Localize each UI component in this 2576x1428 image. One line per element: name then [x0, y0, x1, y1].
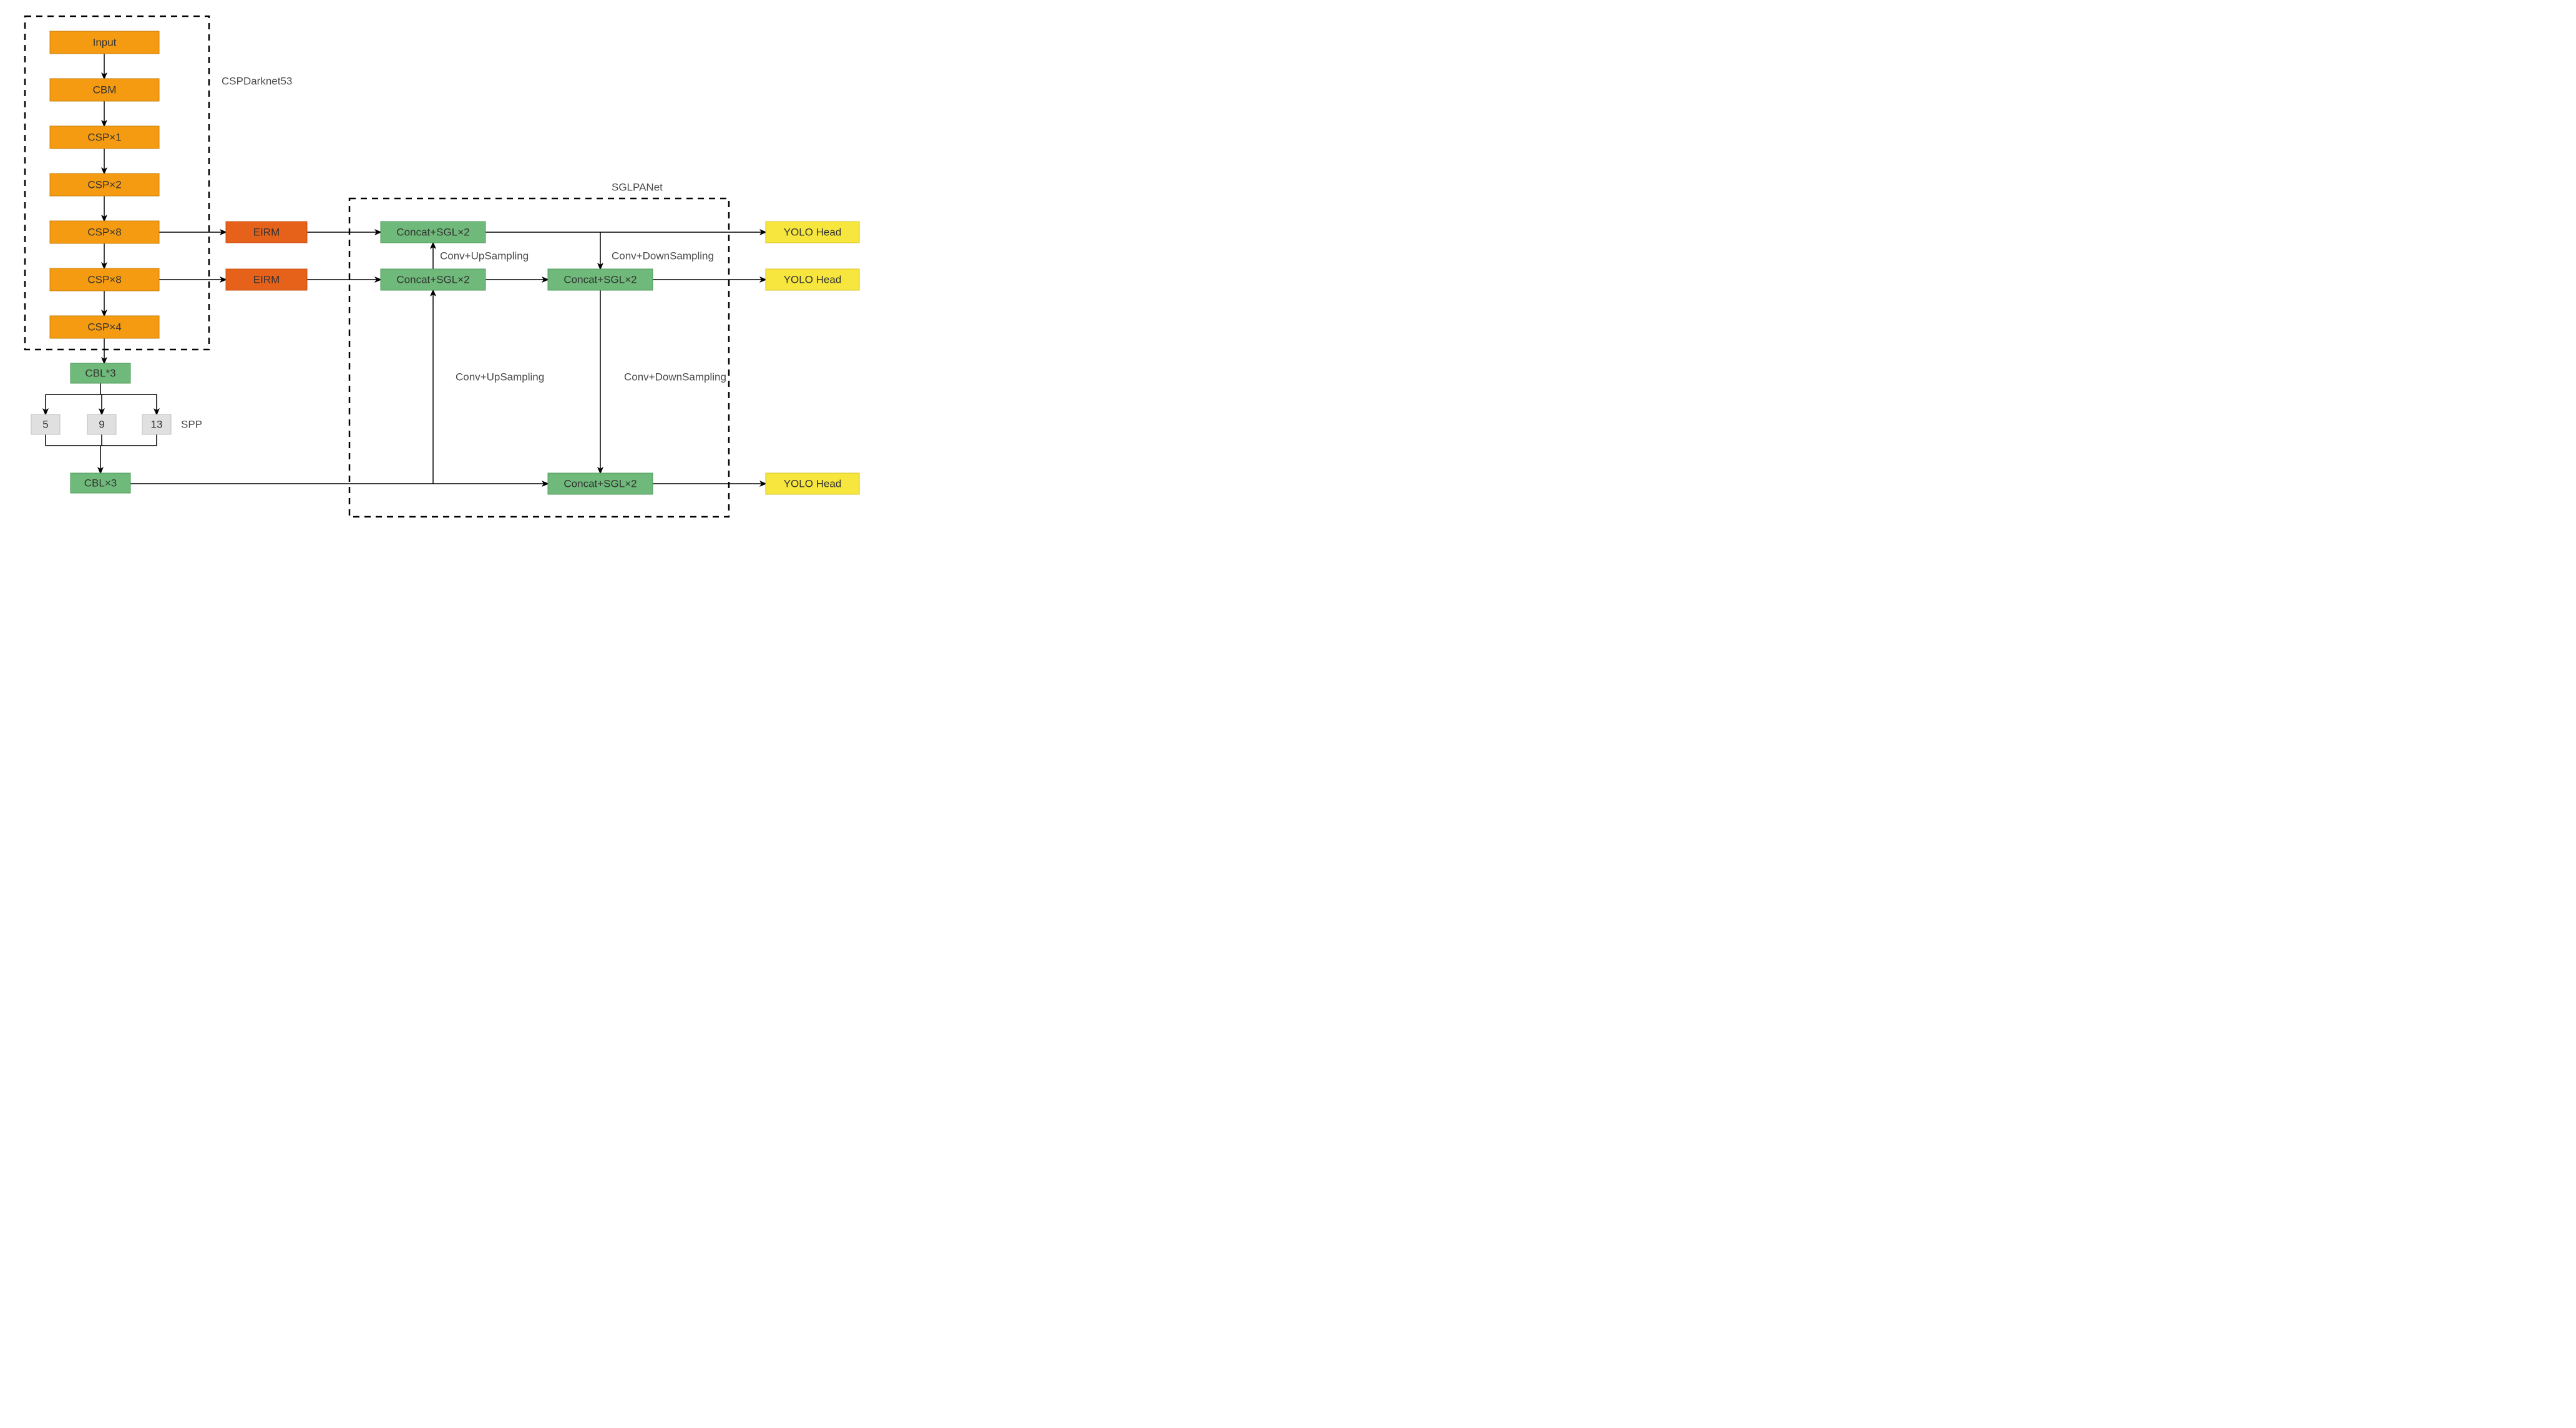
- block-sgl_top_l: Concat+SGL×2: [381, 222, 485, 243]
- block-spp13: 13: [142, 414, 171, 434]
- block-cbl3b: CBL×3: [71, 473, 130, 493]
- block-csp8a: CSP×8: [50, 221, 159, 243]
- block-csp2-label: CSP×2: [87, 179, 121, 191]
- block-csp8b: CSP×8: [50, 268, 159, 291]
- block-eirm_a: EIRM: [226, 222, 307, 243]
- block-spp5-label: 5: [42, 419, 48, 431]
- label-up1: Conv+UpSampling: [440, 250, 529, 262]
- label-neck_label: SGLPANet: [612, 182, 663, 193]
- block-input-label: Input: [93, 37, 117, 49]
- block-yolo_b-label: YOLO Head: [784, 274, 842, 286]
- block-spp5: 5: [31, 414, 60, 434]
- block-csp8a-label: CSP×8: [87, 227, 121, 238]
- block-yolo_b: YOLO Head: [766, 269, 859, 290]
- block-cbl3a-label: CBL*3: [85, 368, 115, 379]
- block-spp13-label: 13: [151, 419, 163, 431]
- block-sgl_top_l-label: Concat+SGL×2: [396, 227, 469, 238]
- block-eirm_b: EIRM: [226, 269, 307, 290]
- block-csp8b-label: CSP×8: [87, 274, 121, 286]
- diagram-root: Input CBM CSP×1 CSP×2 CSP×8 CSP×8 CSP×4 CBL*3 5 9…: [0, 0, 2576, 543]
- block-sgl_mid_r-label: Concat+SGL×2: [564, 274, 637, 286]
- label-down1: Conv+DownSampling: [612, 250, 714, 262]
- block-eirm_a-label: EIRM: [253, 227, 280, 238]
- block-eirm_b-label: EIRM: [253, 274, 280, 286]
- label-backbone_label: CSPDarknet53: [222, 76, 292, 87]
- block-sgl_mid_l: Concat+SGL×2: [381, 269, 485, 290]
- block-cbl3a: CBL*3: [71, 363, 130, 383]
- block-csp1: CSP×1: [50, 126, 159, 149]
- label-up2: Conv+UpSampling: [456, 371, 544, 383]
- block-sgl_mid_l-label: Concat+SGL×2: [396, 274, 469, 286]
- block-cbm: CBM: [50, 79, 159, 101]
- block-spp9-label: 9: [99, 419, 104, 431]
- block-csp2: CSP×2: [50, 174, 159, 196]
- block-cbl3b-label: CBL×3: [84, 477, 117, 489]
- block-spp9: 9: [87, 414, 116, 434]
- block-yolo_a-label: YOLO Head: [784, 227, 842, 238]
- block-cbm-label: CBM: [93, 84, 117, 96]
- label-spp_label: SPP: [181, 419, 202, 431]
- block-input: Input: [50, 31, 159, 54]
- block-yolo_c: YOLO Head: [766, 473, 859, 494]
- block-csp1-label: CSP×1: [87, 132, 121, 144]
- block-sgl_bot_r: Concat+SGL×2: [548, 473, 653, 494]
- label-down2: Conv+DownSampling: [624, 371, 726, 383]
- block-csp4: CSP×4: [50, 316, 159, 338]
- block-yolo_c-label: YOLO Head: [784, 478, 842, 490]
- block-sgl_mid_r: Concat+SGL×2: [548, 269, 653, 290]
- block-csp4-label: CSP×4: [87, 321, 121, 333]
- block-sgl_bot_r-label: Concat+SGL×2: [564, 478, 637, 490]
- block-yolo_a: YOLO Head: [766, 222, 859, 243]
